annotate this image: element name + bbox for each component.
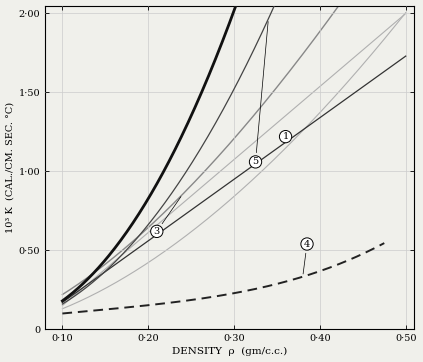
X-axis label: DENSITY  ρ  (gm/c.c.): DENSITY ρ (gm/c.c.) [172, 347, 287, 357]
Text: 1: 1 [283, 132, 290, 141]
Text: 3: 3 [154, 197, 181, 236]
Text: 2: 2 [0, 361, 1, 362]
Y-axis label: 10³ K  (CAL./CM. SEC. °C): 10³ K (CAL./CM. SEC. °C) [5, 102, 14, 233]
Text: 5: 5 [253, 21, 268, 167]
Text: 4: 4 [303, 240, 310, 274]
